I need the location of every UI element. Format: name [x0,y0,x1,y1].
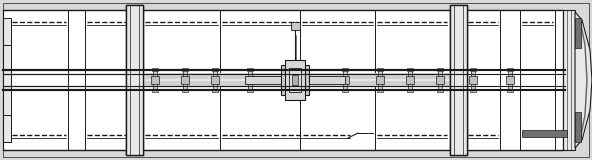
Bar [451,152,466,155]
Bar [378,70,382,90]
Bar [152,89,158,92]
Bar [212,68,218,71]
Bar [436,76,444,84]
Bar [450,5,467,155]
Bar [292,75,298,85]
Bar [471,70,475,90]
Bar [182,68,188,71]
Bar [247,68,253,71]
Bar [407,68,413,71]
Bar [181,76,189,84]
Bar [406,76,414,84]
Bar [450,5,467,155]
Bar [127,5,142,8]
Bar [151,76,159,84]
PathPatch shape [575,12,592,148]
Bar [437,89,443,92]
Bar [213,70,217,90]
Bar [145,81,453,87]
Bar [469,76,477,84]
Bar [407,89,413,92]
Bar [289,68,301,92]
Bar [376,76,384,84]
Bar [437,68,443,71]
Bar [342,68,348,71]
Bar [377,68,383,71]
Bar [248,70,252,90]
Bar [3,10,563,150]
Bar [3,10,563,150]
Bar [507,68,513,71]
Bar [470,89,476,92]
Bar [127,152,142,155]
Bar [377,89,383,92]
Bar [309,76,345,84]
Bar [343,70,347,90]
Bar [507,89,513,92]
Bar [212,89,218,92]
Bar [3,18,11,142]
Bar [451,5,466,8]
Bar [182,89,188,92]
Bar [467,10,563,150]
Bar [438,70,442,90]
Bar [575,18,581,48]
Bar [281,65,309,95]
Bar [153,70,157,90]
Bar [145,73,453,79]
Bar [575,112,581,142]
Bar [563,10,575,150]
Bar [285,60,305,100]
Bar [408,70,412,90]
Bar [247,89,253,92]
Bar [145,79,453,81]
Bar [3,70,565,90]
Bar [245,76,281,84]
Bar [211,76,219,84]
Bar [341,76,349,84]
Bar [470,68,476,71]
Bar [246,76,254,84]
Bar [183,70,187,90]
Bar [522,130,567,137]
Bar [126,5,143,155]
Bar [508,70,512,90]
Bar [291,22,300,30]
Bar [152,68,158,71]
Bar [126,5,143,155]
Bar [506,76,514,84]
Bar [342,89,348,92]
